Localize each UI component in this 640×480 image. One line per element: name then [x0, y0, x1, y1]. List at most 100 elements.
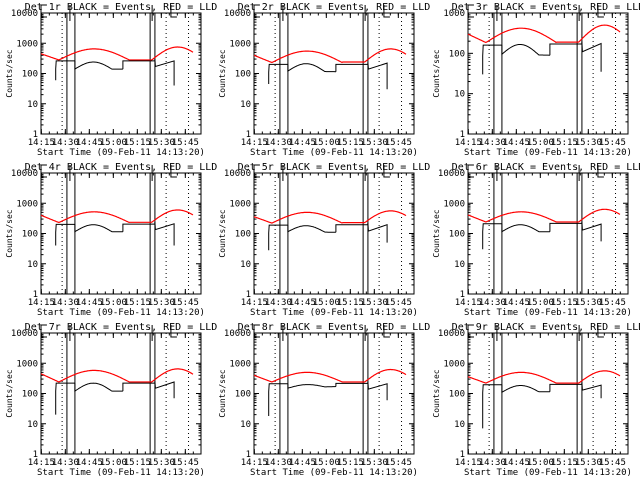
- y-axis-label: Counts/sec: [432, 369, 441, 417]
- segment-bracket: [467, 324, 474, 341]
- events-series-line: [287, 225, 336, 233]
- y-axis-label: Counts/sec: [218, 369, 227, 417]
- x-tick-label: 15:45: [172, 138, 199, 148]
- x-tick-label: 14:45: [503, 458, 530, 468]
- x-tick-label: 15:15: [124, 298, 151, 308]
- segment-bracket: [253, 4, 260, 21]
- y-axis-label: Counts/sec: [218, 209, 227, 257]
- y-axis-label: Counts/sec: [432, 49, 441, 97]
- chart-title: Det 1r BLACK = Events, RED = LLD: [25, 2, 218, 13]
- y-tick-label: 10: [454, 420, 465, 430]
- y-tick-label: 10000: [11, 9, 38, 19]
- segment-bracket: [40, 4, 47, 21]
- lld-series-line: [40, 209, 194, 224]
- chart-title: Det 4r BLACK = Events, RED = LLD: [25, 162, 218, 173]
- x-tick-label: 14:30: [52, 298, 79, 308]
- x-tick-label: 14:45: [76, 298, 103, 308]
- y-tick-label: 1000: [16, 39, 38, 49]
- x-tick-label: 15:45: [385, 458, 412, 468]
- y-tick-label: 10: [240, 420, 251, 430]
- x-tick-label: 14:15: [455, 298, 482, 308]
- x-tick-label: 14:45: [76, 458, 103, 468]
- events-series-line: [268, 224, 288, 251]
- events-series-line: [154, 222, 175, 246]
- x-tick-label: 15:15: [124, 458, 151, 468]
- x-tick-label: 15:15: [337, 138, 364, 148]
- y-tick-label: 1: [246, 130, 251, 140]
- chart-panel: 1 10 100 1000 14:1514:3014:4515:0015:1515:30…: [432, 2, 640, 158]
- x-tick-label: 15:00: [313, 138, 340, 148]
- x-tick-label: 15:45: [385, 138, 412, 148]
- y-tick-label: 10: [27, 100, 38, 110]
- y-axis-label: Counts/sec: [5, 369, 14, 417]
- lld-series-line: [40, 368, 194, 383]
- x-tick-label: 14:30: [265, 298, 292, 308]
- plot-frame: [40, 172, 202, 295]
- segment-bracket: [467, 164, 474, 181]
- x-tick-label: 15:15: [124, 138, 151, 148]
- x-tick-label: 14:45: [76, 138, 103, 148]
- plot-frame: [467, 172, 629, 295]
- events-series-line: [55, 223, 75, 246]
- chart-panel: 1 10 100 1000 10000 14:1514:3014:4515:0015:15…: [432, 322, 640, 478]
- x-tick-label: 14:15: [28, 458, 55, 468]
- x-tick-label: 14:45: [503, 298, 530, 308]
- x-tick-label: 15:15: [551, 458, 578, 468]
- y-tick-label: 10000: [11, 329, 38, 339]
- x-tick-label: 14:15: [455, 458, 482, 468]
- plot-frame: [253, 12, 415, 135]
- chart-title: Det 3r BLACK = Events, RED = LLD: [452, 2, 640, 13]
- x-tick-label: 15:30: [361, 458, 388, 468]
- x-tick-label: 15:00: [100, 138, 127, 148]
- x-axis-label: Start Time (09-Feb-11 14:13:20): [37, 468, 205, 478]
- x-tick-label: 14:15: [28, 138, 55, 148]
- y-tick-label: 100: [235, 70, 251, 80]
- x-tick-label: 15:45: [172, 298, 199, 308]
- x-tick-label: 15:30: [361, 298, 388, 308]
- events-series-line: [74, 224, 123, 233]
- segment-bracket: [253, 324, 260, 341]
- x-tick-label: 15:00: [100, 458, 127, 468]
- x-tick-label: 14:45: [289, 298, 316, 308]
- y-tick-label: 1: [33, 130, 38, 140]
- events-series-line: [287, 63, 336, 73]
- x-tick-label: 14:15: [455, 138, 482, 148]
- chart-title: Det 5r BLACK = Events, RED = LLD: [238, 162, 431, 173]
- y-tick-label: 10000: [438, 169, 465, 179]
- x-tick-label: 15:00: [313, 458, 340, 468]
- plot-frame: [467, 332, 629, 455]
- events-series-line: [55, 382, 75, 415]
- y-tick-label: 10: [240, 260, 251, 270]
- y-tick-label: 10000: [224, 9, 251, 19]
- chart-panel: 1 10 100 1000 10000 14:1514:3014:4515:0015:15…: [432, 162, 640, 318]
- x-tick-label: 15:00: [527, 138, 554, 148]
- y-tick-label: 100: [22, 70, 38, 80]
- x-tick-label: 14:30: [265, 138, 292, 148]
- x-tick-label: 15:45: [172, 458, 199, 468]
- segment-bracket: [383, 325, 390, 338]
- lld-series-line: [467, 24, 621, 44]
- events-series-line: [74, 382, 123, 393]
- y-tick-label: 1: [460, 450, 465, 460]
- y-axis-label: Counts/sec: [432, 209, 441, 257]
- chart-panel: 1 10 100 1000 10000 14:1514:3014:4515:0015:15…: [218, 2, 430, 158]
- segment-bracket: [383, 5, 390, 18]
- x-tick-label: 14:30: [479, 138, 506, 148]
- x-tick-label: 15:45: [599, 298, 626, 308]
- events-series-line: [482, 223, 502, 250]
- y-tick-label: 100: [235, 390, 251, 400]
- events-series-line: [482, 44, 502, 75]
- lld-series-line: [253, 48, 407, 64]
- y-tick-label: 100: [449, 230, 465, 240]
- y-tick-label: 1: [33, 290, 38, 300]
- segment-bracket: [383, 165, 390, 178]
- x-tick-label: 14:45: [503, 138, 530, 148]
- y-tick-label: 1: [460, 290, 465, 300]
- x-tick-label: 14:15: [241, 138, 268, 148]
- x-tick-label: 15:30: [148, 138, 175, 148]
- chart-panel: 1 10 100 1000 10000 14:1514:3014:4515:0015:15…: [218, 162, 430, 318]
- x-tick-label: 14:15: [28, 298, 55, 308]
- chart-panel: 1 10 100 1000 10000 14:1514:3014:4515:0015:15…: [5, 2, 217, 158]
- x-tick-label: 14:15: [241, 458, 268, 468]
